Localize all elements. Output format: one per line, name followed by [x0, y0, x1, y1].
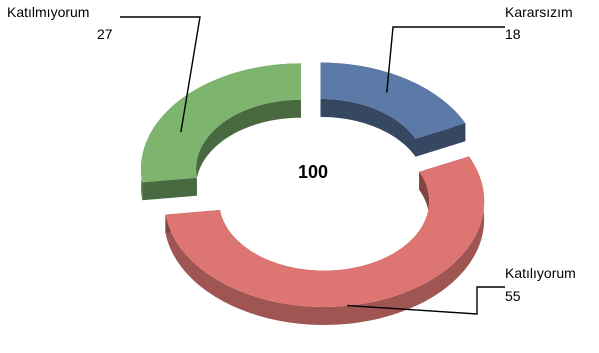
data-label-value: 55 [505, 288, 521, 304]
slice-top-face [320, 62, 466, 139]
slice-Kararsızım [320, 62, 466, 157]
data-label-category: Kararsızım [505, 4, 573, 20]
slice-Katılıyorum [165, 156, 485, 325]
leader-line [386, 26, 505, 93]
center-total-label: 100 [298, 162, 328, 182]
leader-line [347, 286, 505, 315]
data-label-Kararsızım [386, 26, 505, 93]
slice-end-cap [142, 177, 197, 201]
slice-inner-wall [196, 99, 301, 196]
slice-inner-wall [320, 98, 416, 157]
data-label-value: 18 [505, 26, 521, 42]
data-label-Katılıyorum [347, 286, 505, 315]
data-label-category: Katılıyorum [505, 265, 576, 281]
leader-line [120, 16, 201, 133]
slice-top-face [141, 63, 301, 183]
slices-layer [141, 62, 485, 325]
slice-top-face [165, 156, 485, 307]
data-label-category: Katılmıyorum [7, 4, 89, 20]
leader-lines-layer [120, 16, 505, 315]
data-label-Katılmıyorum [120, 16, 201, 133]
slice-Katılmıyorum [141, 63, 301, 201]
data-label-value: 27 [97, 26, 113, 42]
slice-end-cap [415, 123, 466, 157]
data-labels-layer: Kararsızım 18 Katılıyorum 55 Katılmıyorum 27 [7, 4, 576, 304]
